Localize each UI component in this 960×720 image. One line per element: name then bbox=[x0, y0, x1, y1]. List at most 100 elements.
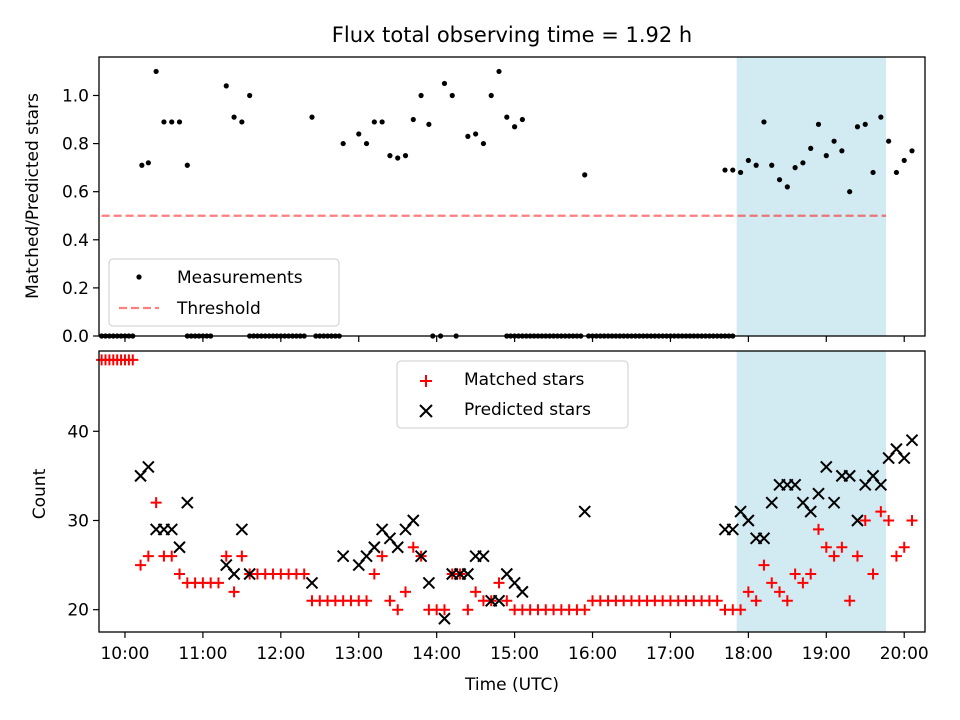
measurement-point bbox=[247, 92, 253, 99]
predicted-star-point bbox=[516, 585, 529, 599]
measurement-point bbox=[886, 138, 892, 144]
legend-predicted-label: Predicted stars bbox=[464, 400, 591, 420]
matched-star-point bbox=[228, 586, 240, 598]
measurement-point bbox=[356, 131, 362, 137]
measurement-point bbox=[737, 169, 744, 176]
matched-star-point bbox=[890, 550, 902, 562]
matched-star-point bbox=[789, 568, 801, 580]
measurement-point bbox=[761, 119, 767, 125]
predicted-star-point bbox=[843, 469, 856, 483]
matched-star-point bbox=[781, 595, 793, 607]
measurement-point bbox=[480, 140, 487, 147]
matched-star-point bbox=[127, 354, 139, 366]
bottom-axes-frame bbox=[98, 350, 926, 633]
bottom-y-axis-label: Count bbox=[30, 468, 50, 519]
bottom-xtick-label: 20:00 bbox=[880, 644, 929, 664]
measurement-point bbox=[161, 119, 167, 125]
matched-star-point bbox=[898, 541, 910, 553]
matched-star-point bbox=[859, 514, 871, 526]
predicted-star-point bbox=[820, 460, 833, 474]
measurement-point bbox=[239, 119, 245, 125]
measurement-point bbox=[582, 172, 588, 178]
bottom-xtick-label: 15:00 bbox=[490, 644, 539, 664]
matched-star-point bbox=[883, 514, 895, 526]
top-panel: 0.0 0.2 0.4 0.6 0.8 1.0 Matched/Predicted sta… bbox=[23, 56, 926, 347]
predicted-star-point bbox=[812, 487, 825, 500]
measurement-point bbox=[722, 167, 728, 173]
matched-star-point bbox=[376, 550, 388, 562]
bottom-ytick-label: 40 bbox=[67, 422, 89, 442]
measurement-point bbox=[862, 121, 868, 127]
bottom-xtick-label: 13:00 bbox=[334, 644, 383, 664]
predicted-star-point bbox=[477, 549, 490, 563]
bottom-highlight-span bbox=[736, 351, 887, 632]
measurement-point bbox=[870, 169, 876, 176]
measurement-point bbox=[340, 140, 346, 147]
measurement-point bbox=[496, 68, 502, 75]
measurement-point bbox=[176, 119, 183, 125]
bottom-xtick-label: 16:00 bbox=[568, 644, 617, 664]
predicted-star-point bbox=[461, 567, 475, 581]
matched-star-point bbox=[361, 595, 373, 607]
measurement-point bbox=[473, 131, 479, 137]
measurement-point bbox=[488, 92, 494, 99]
legend-measurements-marker bbox=[136, 274, 142, 280]
bottom-xtick-label: 10:00 bbox=[100, 644, 149, 664]
legend-matched-marker bbox=[420, 375, 432, 387]
top-y-axis-label: Matched/Predicted stars bbox=[23, 93, 43, 299]
measurement-point bbox=[753, 162, 759, 168]
measurement-point bbox=[465, 133, 471, 139]
bottom-panel: 20 30 40 10:00 11:00 12:00 13:00 14:00 15:00 16:… bbox=[30, 350, 929, 695]
matched-star-point bbox=[501, 595, 513, 607]
predicted-star-point bbox=[305, 576, 319, 590]
measurement-point bbox=[426, 121, 432, 127]
matched-star-point bbox=[813, 523, 825, 535]
measurement-point bbox=[402, 153, 409, 159]
top-axes-frame bbox=[98, 56, 926, 337]
measurement-point bbox=[184, 162, 190, 168]
matched-star-point bbox=[400, 586, 412, 598]
matched-star-point bbox=[844, 595, 856, 607]
matched-star-point bbox=[875, 506, 887, 518]
top-highlight-span bbox=[736, 57, 887, 336]
predicted-star-point bbox=[414, 549, 428, 563]
matched-star-point bbox=[711, 595, 723, 607]
predicted-star-point bbox=[227, 567, 241, 581]
matched-star-point bbox=[392, 604, 404, 616]
top-ytick-label: 0.6 bbox=[62, 183, 89, 203]
predicted-star-point bbox=[142, 460, 155, 474]
x-axis-label: Time (UTC) bbox=[464, 675, 559, 695]
bottom-legend: Matched stars Predicted stars bbox=[396, 360, 629, 429]
matched-star-point bbox=[438, 604, 450, 616]
predicted-star-point bbox=[368, 541, 381, 554]
measurement-point bbox=[169, 119, 175, 125]
measurement-point bbox=[504, 114, 510, 120]
top-ytick-label: 0.0 bbox=[62, 327, 89, 347]
bottom-ytick-label: 30 bbox=[67, 511, 89, 531]
matched-star-point bbox=[166, 550, 178, 562]
predicted-star-point bbox=[243, 567, 256, 581]
matched-star-point bbox=[212, 577, 224, 589]
measurement-point bbox=[363, 140, 370, 147]
predicted-star-point bbox=[578, 505, 591, 518]
bottom-legend-box bbox=[396, 360, 629, 429]
measurement-point bbox=[854, 124, 861, 130]
predicted-star-point bbox=[391, 541, 404, 554]
measurement-point bbox=[823, 153, 829, 159]
measurement-point bbox=[379, 119, 385, 125]
matched-star-point bbox=[220, 550, 232, 562]
predicted-star-point bbox=[804, 505, 817, 518]
matched-star-point bbox=[867, 568, 879, 580]
matched-star-point bbox=[236, 550, 248, 562]
predicted-star-point bbox=[898, 451, 911, 465]
matched-star-point bbox=[150, 497, 162, 509]
predicted-star-point bbox=[422, 576, 436, 590]
bottom-xtick-label: 14:00 bbox=[412, 644, 461, 664]
bottom-xtick-label: 19:00 bbox=[802, 644, 851, 664]
measurement-point bbox=[223, 83, 229, 89]
bottom-xtick-label: 18:00 bbox=[724, 644, 773, 664]
predicted-star-point bbox=[726, 523, 739, 536]
measurement-point bbox=[410, 116, 416, 123]
predicted-star-point bbox=[181, 496, 194, 509]
